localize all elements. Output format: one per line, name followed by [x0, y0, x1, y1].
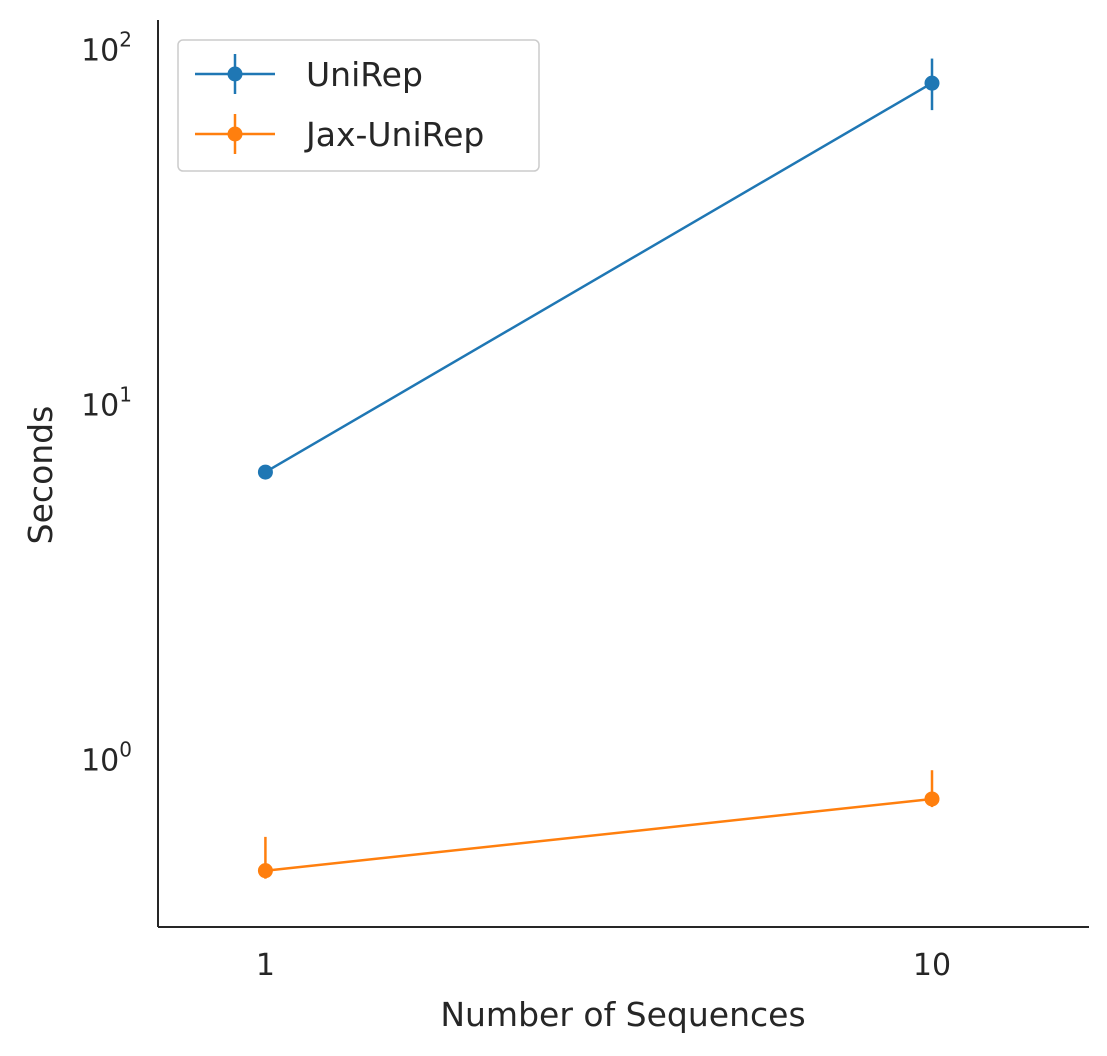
x-tick-label: 1: [256, 948, 275, 983]
y-tick-exponent: 0: [119, 738, 132, 762]
data-point: [924, 75, 940, 91]
series-jax-unirep: [257, 770, 940, 879]
x-tick-label: 10: [913, 948, 951, 983]
y-tick-exponent: 1: [119, 383, 132, 407]
legend-marker: [227, 66, 243, 82]
legend-label: Jax-UniRep: [304, 115, 484, 154]
y-tick-label: 101: [81, 383, 132, 424]
data-point: [924, 791, 940, 807]
x-tick-labels: 1 10: [256, 948, 951, 983]
y-tick-label: 102: [81, 28, 132, 69]
series-unirep: [257, 58, 940, 480]
legend-label: UniRep: [306, 55, 423, 94]
y-tick-base: 10: [81, 389, 119, 424]
legend-entry: UniRep: [195, 54, 423, 94]
y-tick-exponent: 2: [119, 28, 132, 52]
y-axis-label: Seconds: [21, 406, 60, 545]
y-tick-label: 100: [81, 738, 132, 779]
data-point: [257, 464, 273, 480]
legend-entry: Jax-UniRep: [195, 114, 484, 154]
y-tick-base: 10: [81, 744, 119, 779]
legend: UniRep Jax-UniRep: [177, 39, 540, 172]
series-layer: [257, 58, 940, 879]
axes: [157, 20, 1089, 928]
x-axis-label: Number of Sequences: [440, 995, 805, 1034]
y-tick-base: 10: [81, 34, 119, 69]
series-line: [265, 797, 933, 872]
legend-marker: [227, 126, 243, 142]
data-point: [257, 863, 273, 879]
series-line: [264, 82, 933, 474]
